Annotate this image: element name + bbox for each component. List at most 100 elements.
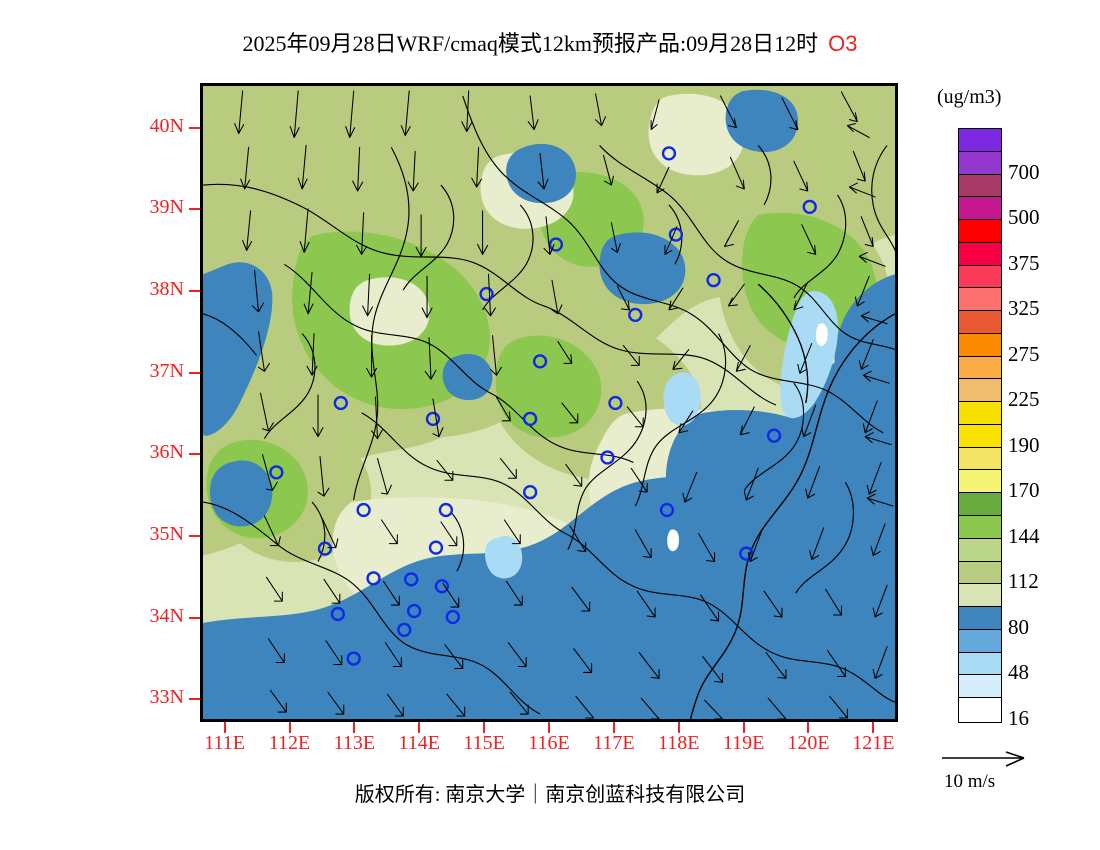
colorbar-band-23: [959, 652, 1001, 676]
lat-label-39N: 39N: [149, 196, 184, 219]
lon-tick-118E: [677, 722, 680, 733]
lat-tick-34N: [189, 616, 200, 619]
lon-tick-116E: [548, 722, 550, 733]
colorbar-band-13: [959, 424, 1001, 448]
lat-label-37N: 37N: [149, 359, 184, 382]
contour-band-lt16: [815, 323, 828, 346]
colorbar-band-22: [959, 629, 1001, 653]
lon-label-118E: 118E: [657, 732, 700, 754]
colorbar-label-700: 700: [1008, 159, 1040, 184]
lat-label-40N: 40N: [149, 114, 184, 137]
lat-tick-39N: [189, 208, 200, 211]
lat-tick-33N: [189, 698, 200, 701]
contour-pocket-80-112-b: [349, 277, 430, 346]
lon-tick-119E: [742, 722, 745, 733]
lat-label-38N: 38N: [149, 278, 184, 301]
colorbar-label-325: 325: [1008, 296, 1040, 321]
lon-label-117E: 117E: [593, 732, 635, 754]
colorbar-band-3: [959, 197, 1001, 221]
colorbar-band-11: [959, 379, 1001, 403]
colorbar-band-7: [959, 288, 1001, 312]
lat-tick-37N: [189, 371, 200, 374]
contour-band-48-80-f: [506, 143, 576, 204]
contour-band-48-80-i: [209, 460, 273, 527]
title-text: 2025年09月28日WRF/cmaq模式12km预报产品:09月28日12时: [242, 31, 819, 56]
wind-arrow-icon: [940, 750, 1090, 770]
lon-tick-111E: [223, 722, 226, 733]
colorbar-band-8: [959, 311, 1001, 334]
colorbar-band-12: [959, 402, 1001, 425]
colorbar-label-170: 170: [1008, 478, 1040, 503]
lon-tick-113E: [353, 722, 356, 733]
lon-label-111E: 111E: [204, 732, 245, 754]
map-canvas: [203, 86, 895, 719]
page-title: 2025年09月28日WRF/cmaq模式12km预报产品:09月28日12时 O…: [0, 26, 1100, 58]
lon-label-119E: 119E: [722, 732, 765, 754]
colorbar-label-80: 80: [1008, 614, 1029, 639]
colorbar[interactable]: [958, 128, 1002, 723]
wind-vectors: [234, 90, 894, 719]
colorbar-band-6: [959, 265, 1001, 289]
colorbar-label-275: 275: [1008, 341, 1040, 366]
contour-band-48-80-h: [203, 262, 273, 436]
colorbar-band-18: [959, 538, 1001, 562]
forecast-map[interactable]: [200, 83, 898, 722]
colorbar-units: (ug/m3): [937, 86, 1002, 108]
arrow-right-icon: [942, 751, 1025, 767]
lon-label-116E: 116E: [528, 732, 570, 754]
lat-label-33N: 33N: [149, 686, 184, 709]
lon-tick-112E: [288, 722, 291, 733]
colorbar-band-2: [959, 174, 1001, 198]
colorbar-label-190: 190: [1008, 432, 1040, 457]
colorbar-band-25: [959, 698, 1001, 721]
contour-band-144-170-c: [495, 335, 602, 438]
wind-scale-key: 10 m/s: [940, 750, 1090, 793]
lat-label-35N: 35N: [149, 522, 184, 545]
lon-tick-115E: [483, 722, 486, 733]
lat-tick-36N: [189, 453, 200, 456]
lon-label-112E: 112E: [268, 732, 311, 754]
title-species: O3: [828, 31, 858, 56]
colorbar-band-5: [959, 242, 1001, 266]
lon-tick-120E: [807, 722, 810, 733]
colorbar-label-16: 16: [1008, 706, 1029, 730]
lat-label-34N: 34N: [149, 604, 184, 627]
colorbar-band-15: [959, 470, 1001, 494]
colorbar-label-112: 112: [1008, 569, 1039, 594]
colorbar-band-19: [959, 561, 1001, 585]
contour-band-48-80-b: [834, 274, 895, 439]
lon-tick-114E: [418, 722, 421, 733]
colorbar-label-375: 375: [1008, 250, 1040, 275]
colorbar-label-144: 144: [1008, 523, 1040, 548]
lon-tick-117E: [612, 722, 615, 733]
copyright-notice: 版权所有: 南京大学｜南京创蓝科技有限公司: [354, 784, 746, 806]
lat-tick-40N: [189, 126, 200, 129]
colorbar-band-24: [959, 675, 1001, 699]
lat-tick-38N: [189, 290, 200, 293]
colorbar-band-20: [959, 584, 1001, 608]
colorbar-label-225: 225: [1008, 387, 1040, 412]
contour-band-lt16-b: [667, 529, 680, 552]
colorbar-band-9: [959, 333, 1001, 357]
lon-tick-121E: [872, 722, 875, 733]
coastline: [690, 283, 895, 719]
colorbar-label-500: 500: [1008, 205, 1040, 230]
contour-band-48-80-k: [548, 613, 610, 670]
lon-label-115E: 115E: [463, 732, 505, 754]
colorbar-band-1: [959, 151, 1001, 175]
wind-scale-label: 10 m/s: [944, 771, 996, 792]
monitoring-stations[interactable]: [269, 146, 817, 666]
colorbar-band-16: [959, 493, 1001, 517]
lat-label-36N: 36N: [149, 441, 184, 464]
colorbar-label-48: 48: [1008, 660, 1029, 685]
lon-label-121E: 121E: [852, 732, 895, 754]
lon-label-114E: 114E: [398, 732, 440, 754]
colorbar-band-0: [959, 129, 1001, 152]
colorbar-band-10: [959, 356, 1001, 380]
lat-tick-35N: [189, 534, 200, 537]
colorbar-band-21: [959, 607, 1001, 630]
contour-band-48-80-g: [725, 89, 798, 153]
lon-label-120E: 120E: [787, 732, 830, 754]
contour-band-48-80-c: [665, 409, 862, 563]
lon-label-113E: 113E: [333, 732, 376, 754]
